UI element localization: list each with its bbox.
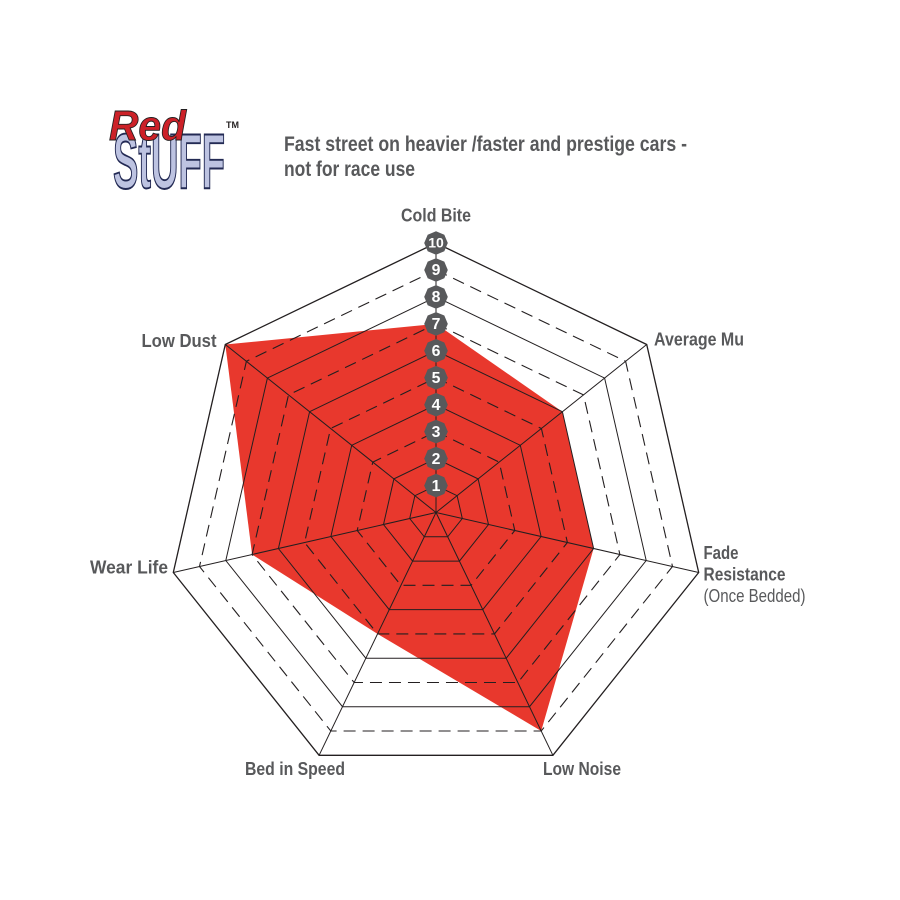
svg-text:7: 7 <box>432 316 441 333</box>
svg-text:5: 5 <box>432 370 441 387</box>
svg-text:Resistance: Resistance <box>704 564 786 585</box>
svg-text:2: 2 <box>432 451 441 468</box>
svg-text:not for race use: not for race use <box>284 157 415 181</box>
svg-text:Cold Bite: Cold Bite <box>401 205 471 226</box>
svg-text:6: 6 <box>432 343 441 360</box>
svg-text:10: 10 <box>428 235 444 251</box>
svg-text:Low Dust: Low Dust <box>142 330 217 351</box>
svg-text:1: 1 <box>432 478 441 495</box>
svg-text:3: 3 <box>432 424 441 441</box>
svg-text:9: 9 <box>432 262 441 279</box>
svg-text:Red: Red <box>109 102 187 149</box>
svg-text:Wear Life: Wear Life <box>90 557 168 578</box>
svg-text:Bed in Speed: Bed in Speed <box>245 758 345 779</box>
svg-text:8: 8 <box>432 289 441 306</box>
svg-text:TM: TM <box>226 120 239 130</box>
svg-text:4: 4 <box>432 397 441 414</box>
svg-text:(Once Bedded): (Once Bedded) <box>704 586 806 606</box>
svg-text:StUFF: StUFF <box>113 118 225 205</box>
svg-text:Fade: Fade <box>704 542 739 563</box>
svg-text:Fast street on heavier /faster: Fast street on heavier /faster and prest… <box>284 132 687 156</box>
svg-text:Low Noise: Low Noise <box>543 758 621 779</box>
svg-text:Average Mu: Average Mu <box>654 329 744 350</box>
